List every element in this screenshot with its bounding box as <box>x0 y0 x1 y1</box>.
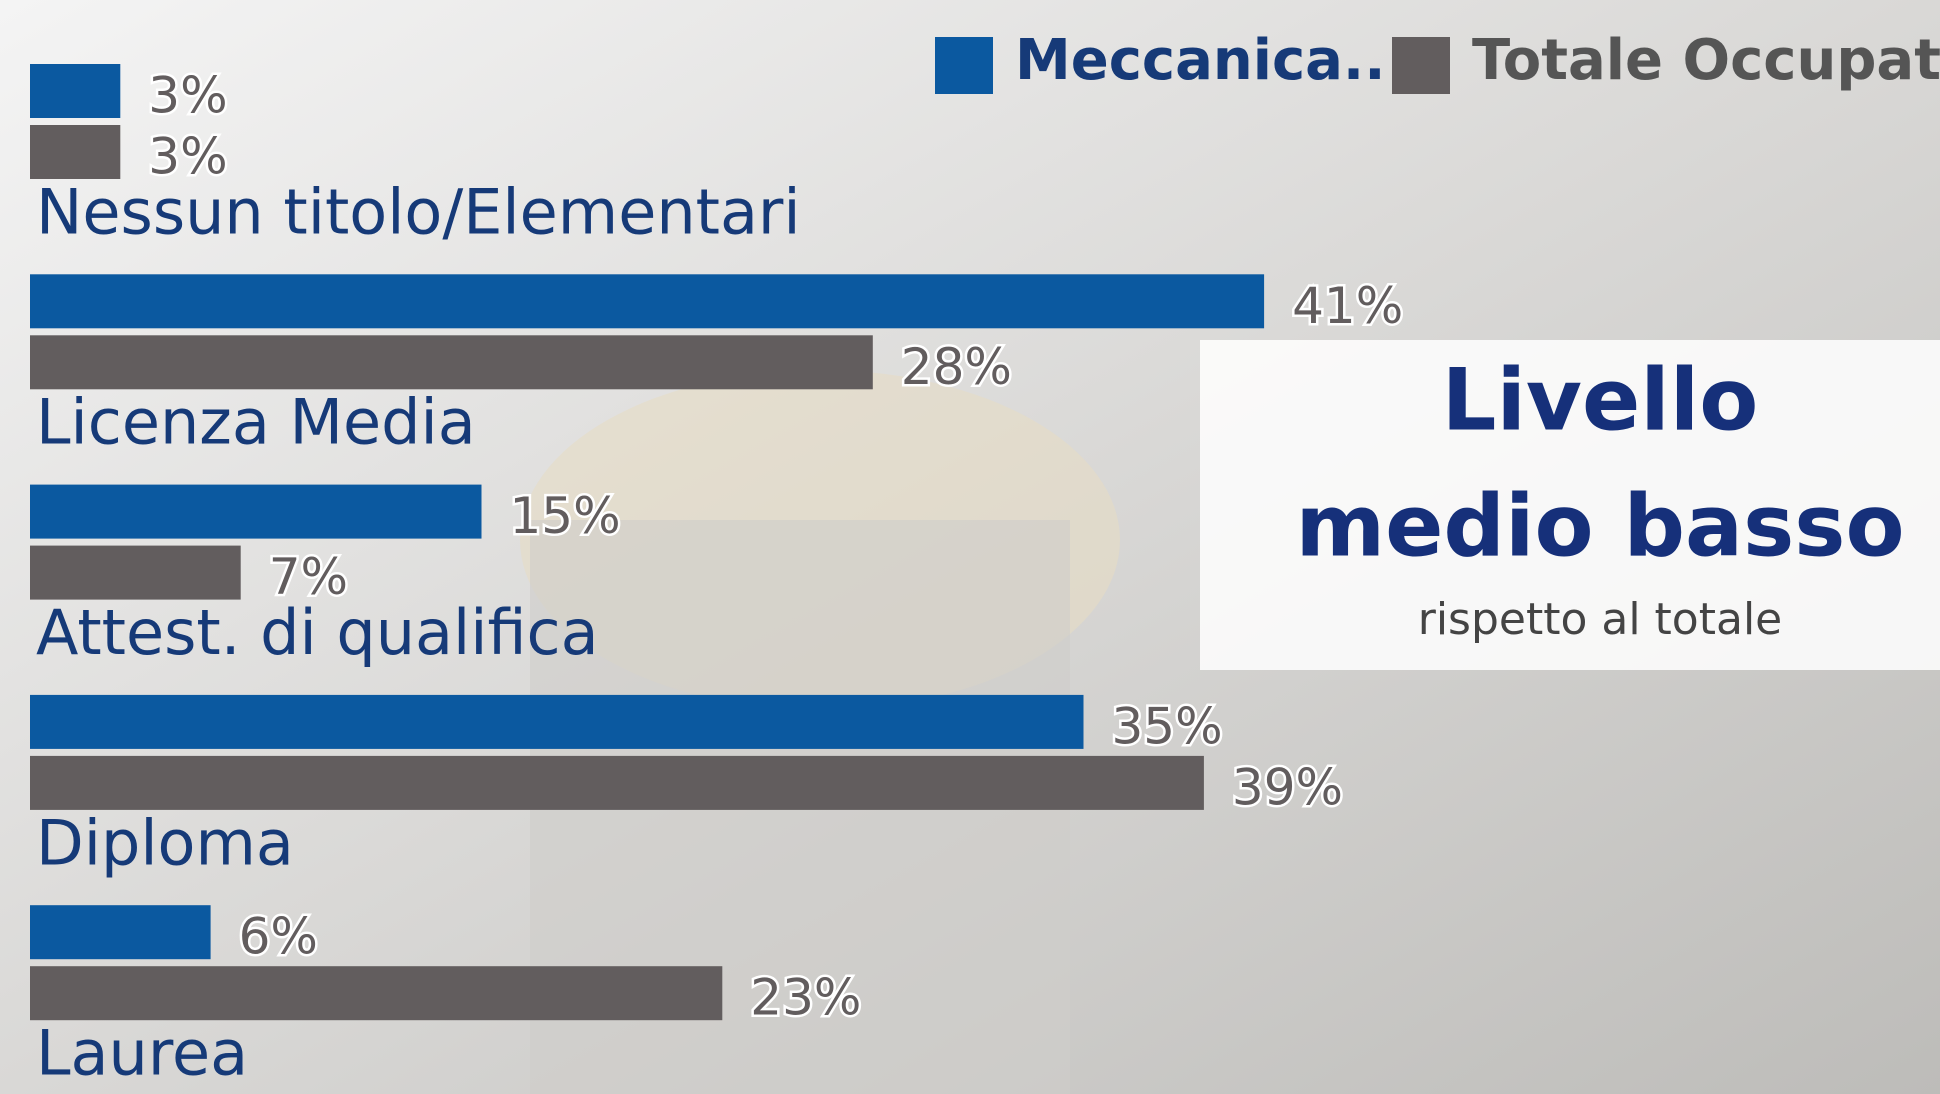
bar <box>30 966 722 1020</box>
annotation-title: Livello <box>1442 350 1759 450</box>
bar <box>30 64 120 118</box>
category-label: Nessun titolo/Elementari <box>36 175 801 248</box>
annotation-subtitle: rispetto al totale <box>1418 594 1783 645</box>
value-label: 35% <box>1112 697 1223 755</box>
category-label: Laurea <box>36 1017 248 1090</box>
bar <box>30 695 1084 749</box>
bar <box>30 905 211 959</box>
value-label: 3% <box>148 67 227 125</box>
category-label: Attest. di qualifica <box>36 596 599 669</box>
bar <box>30 274 1264 328</box>
category-label: Diploma <box>36 806 294 879</box>
legend-label: Meccanica.. <box>1015 28 1385 93</box>
value-label: 28% <box>901 338 1012 396</box>
bar <box>30 125 120 179</box>
bar <box>30 546 241 600</box>
legend-label: Totale Occupati <box>1472 28 1940 93</box>
value-label: 39% <box>1232 758 1343 816</box>
annotation-title: medio basso <box>1295 476 1904 576</box>
category-label: Licenza Media <box>36 386 476 459</box>
bar <box>30 335 873 389</box>
legend-swatch <box>1392 37 1450 94</box>
value-label: 15% <box>510 487 621 545</box>
value-label: 6% <box>239 908 318 966</box>
bar <box>30 485 482 539</box>
value-label: 23% <box>750 969 861 1027</box>
chart: Livello medio basso rispetto al totale M… <box>0 0 1940 1094</box>
bar <box>30 756 1204 810</box>
legend-swatch <box>935 37 993 94</box>
value-label: 41% <box>1292 277 1403 335</box>
